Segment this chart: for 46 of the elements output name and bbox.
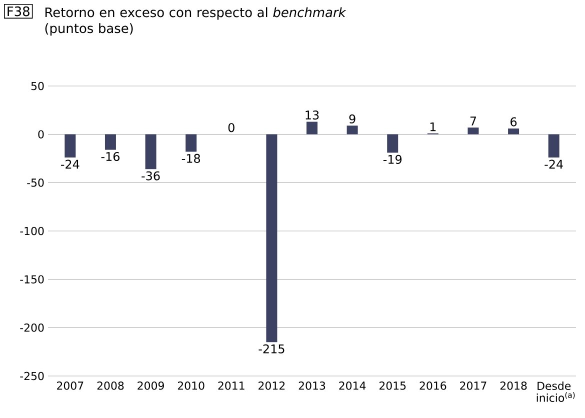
text: F38 xyxy=(8,6,30,16)
data-label: -16 xyxy=(101,152,120,162)
data-label: -215 xyxy=(258,344,284,354)
data-label: 6 xyxy=(510,117,517,126)
x-tick-label: 2010 xyxy=(178,382,204,390)
bar xyxy=(64,134,76,158)
y-tick-label: 0 xyxy=(38,130,44,138)
data-label: 9 xyxy=(349,114,356,124)
x-tick-label: 2016 xyxy=(420,382,446,390)
y-tick-label: -250 xyxy=(20,372,44,380)
bar xyxy=(508,128,520,134)
x-tick-label: 2013 xyxy=(298,382,326,390)
chart-title: Retorno en exceso con respecto al benchmark (puntos base) xyxy=(45,7,346,36)
bar xyxy=(145,134,156,170)
bar xyxy=(548,134,560,158)
x-tick-label: 2008 xyxy=(97,382,124,390)
bar xyxy=(387,134,398,153)
bar xyxy=(104,134,116,150)
data-label: 7 xyxy=(470,116,476,126)
y-tick-label: -200 xyxy=(20,324,44,332)
y-tick-label: -50 xyxy=(27,178,44,187)
y-tick-label: 50 xyxy=(31,82,44,90)
bar xyxy=(266,134,278,342)
x-tick-label: 2007 xyxy=(57,382,84,390)
data-label: -24 xyxy=(60,160,80,169)
x-tick-label: 2012 xyxy=(258,382,285,390)
data-label: -36 xyxy=(142,171,160,180)
bar xyxy=(468,128,479,134)
data-label: -19 xyxy=(383,154,402,164)
bar xyxy=(186,134,197,152)
x-tick-label: 2017 xyxy=(460,382,486,390)
x-tick-label: 2011 xyxy=(218,382,244,390)
x-tick-label: 2009 xyxy=(138,382,164,390)
x-tick-label: 2014 xyxy=(339,382,366,390)
data-label: 0 xyxy=(228,123,234,132)
bar xyxy=(346,126,358,134)
y-tick-label: -150 xyxy=(20,275,44,284)
data-label: 13 xyxy=(306,110,319,120)
x-tick-label: 2018 xyxy=(500,382,527,390)
x-tick-label: Desde inicio$^{(a)}$ xyxy=(536,382,575,402)
data-label: -24 xyxy=(544,160,563,169)
data-label: 1 xyxy=(430,122,436,132)
data-label: -18 xyxy=(182,154,200,163)
bar xyxy=(306,122,318,134)
y-tick-label: -100 xyxy=(20,226,44,236)
x-tick-label: 2015 xyxy=(379,382,406,390)
